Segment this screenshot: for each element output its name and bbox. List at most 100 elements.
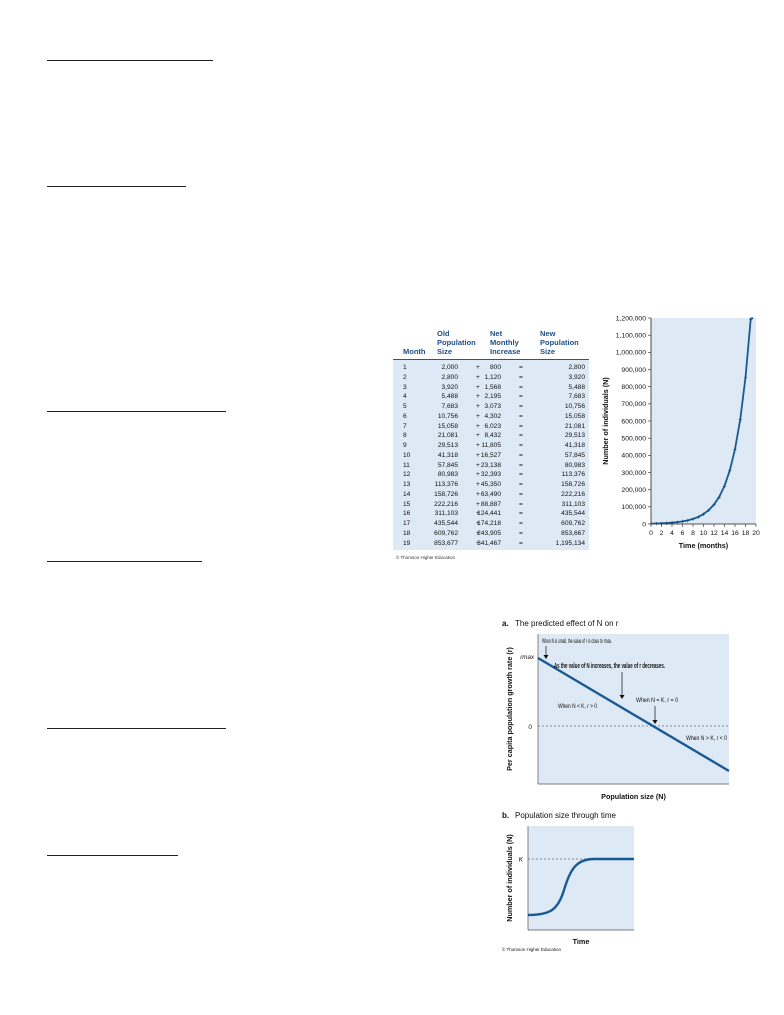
plus-sign: + <box>476 529 480 537</box>
y-tick-label: 0 <box>642 521 646 528</box>
zero-marker-label: 0 <box>528 724 532 731</box>
data-point-marker: + <box>686 518 690 525</box>
panel-a-x-axis-label: Population size (N) <box>601 792 666 801</box>
month-cell: 5 <box>403 403 407 410</box>
annotation-n-less-k: When N < K, r > 0 <box>558 703 597 710</box>
month-cell: 19 <box>403 539 411 547</box>
plus-sign: + <box>476 520 480 527</box>
answer-blank-4 <box>47 561 202 562</box>
increase-cell: 3,073 <box>484 403 501 410</box>
old-size-cell: 80,983 <box>437 471 458 479</box>
increase-cell: 341,467 <box>477 539 501 547</box>
increase-cell: 1,120 <box>484 373 501 381</box>
data-point-marker: + <box>738 417 742 424</box>
y-tick-label: 700,000 <box>621 401 646 408</box>
table-row: 15 222,216 +88,887 = 311,103 <box>393 500 589 509</box>
equals-sign: = <box>519 510 523 518</box>
annotation-small-n: When N is small, the value of r is close… <box>542 638 612 645</box>
old-size-cell: 3,920 <box>441 383 458 391</box>
data-point-marker: + <box>696 514 700 521</box>
old-size-cell: 41,318 <box>437 451 458 459</box>
y-tick-label: 500,000 <box>621 436 646 443</box>
plus-sign: + <box>476 500 480 508</box>
panel-b-x-axis-label: Time <box>573 937 590 946</box>
plus-sign: + <box>476 432 480 440</box>
old-size-cell: 10,756 <box>437 412 458 420</box>
equals-sign: = <box>519 373 523 381</box>
data-point-marker: + <box>749 316 753 323</box>
col-new-header: New Population Size <box>540 329 579 356</box>
x-tick-label: 10 <box>700 530 708 537</box>
answer-blank-2 <box>47 186 186 187</box>
month-cell: 11 <box>403 461 410 469</box>
month-cell: 2 <box>403 373 407 381</box>
equals-sign: = <box>519 412 523 420</box>
old-size-cell: 7,683 <box>441 403 458 410</box>
equals-sign: = <box>519 539 523 547</box>
increase-cell: 88,887 <box>480 500 501 508</box>
table-header: Month Old Population Size Net Monthly Increa… <box>393 313 589 359</box>
plus-sign: + <box>476 383 480 391</box>
equals-sign: = <box>519 364 523 371</box>
old-size-cell: 222,216 <box>434 500 458 508</box>
x-tick-label: 0 <box>649 530 653 537</box>
plus-sign: + <box>476 461 480 469</box>
table-row: 4 5,488 +2,195 = 7,683 <box>393 392 589 401</box>
data-point-marker: + <box>717 494 721 501</box>
plus-sign: + <box>476 422 480 430</box>
month-cell: 3 <box>403 383 407 391</box>
old-size-cell: 158,726 <box>434 490 458 498</box>
table-credit: © Thomson Higher Education <box>396 555 456 560</box>
data-point-marker: + <box>691 516 695 523</box>
month-cell: 6 <box>403 412 407 420</box>
table-row: 3 3,920 +1,568 = 5,488 <box>393 383 589 392</box>
increase-cell: 174,218 <box>477 520 501 527</box>
table-row: 12 80,983 +32,393 = 113,376 <box>393 470 589 479</box>
increase-cell: 63,490 <box>480 490 501 498</box>
data-point-marker: + <box>707 508 711 515</box>
annotation-r-decreases: As the value of N increases, the value o… <box>554 661 665 670</box>
table-row: 16 311,103 +124,441 = 435,544 <box>393 509 589 518</box>
new-size-cell: 435,544 <box>561 510 585 518</box>
old-size-cell: 2,000 <box>441 364 458 371</box>
answer-blank-6 <box>47 855 178 856</box>
data-point-marker: + <box>670 520 674 527</box>
old-size-cell: 435,544 <box>434 520 458 527</box>
plus-sign: + <box>476 373 480 381</box>
answer-blank-1 <box>47 60 213 61</box>
y-tick-label: 200,000 <box>621 487 646 494</box>
data-point-marker: + <box>712 502 716 509</box>
new-size-cell: 222,216 <box>561 490 585 498</box>
data-point-marker: + <box>654 521 658 528</box>
data-point-marker: + <box>728 468 732 475</box>
data-point-marker: + <box>680 519 684 526</box>
equals-sign: = <box>519 403 523 410</box>
old-size-cell: 5,488 <box>441 393 458 401</box>
y-tick-label: 600,000 <box>621 418 646 425</box>
x-tick-label: 14 <box>721 530 729 537</box>
x-tick-label: 12 <box>710 530 718 537</box>
y-tick-label: 800,000 <box>621 384 646 391</box>
month-cell: 18 <box>403 529 411 537</box>
increase-cell: 4,302 <box>484 412 501 420</box>
table-row: 10 41,318 +16,527 = 57,845 <box>393 451 589 460</box>
k-marker-label: K <box>519 857 524 864</box>
month-cell: 16 <box>403 510 411 518</box>
panel-b-letter: b. <box>502 811 509 820</box>
equals-sign: = <box>519 500 523 508</box>
annotation-n-greater-k: When N > K, r < 0 <box>686 735 727 742</box>
x-tick-label: 18 <box>742 530 750 537</box>
new-size-cell: 1,195,134 <box>555 539 585 547</box>
month-cell: 15 <box>403 500 411 508</box>
plus-sign: + <box>476 490 480 498</box>
n-equals-k-arrow-head-icon <box>652 720 658 724</box>
y-tick-label: 1,000,000 <box>616 350 646 357</box>
table-row: 6 10,756 +4,302 = 15,058 <box>393 412 589 421</box>
plus-sign: + <box>476 403 480 410</box>
increase-cell: 16,527 <box>480 451 501 459</box>
x-tick-label: 20 <box>752 530 760 537</box>
small-n-arrow-head-icon <box>543 655 549 659</box>
new-size-cell: 113,376 <box>561 471 585 479</box>
plus-sign: + <box>476 539 480 547</box>
table-row: 1 2,000 +800 = 2,800 <box>393 363 589 372</box>
